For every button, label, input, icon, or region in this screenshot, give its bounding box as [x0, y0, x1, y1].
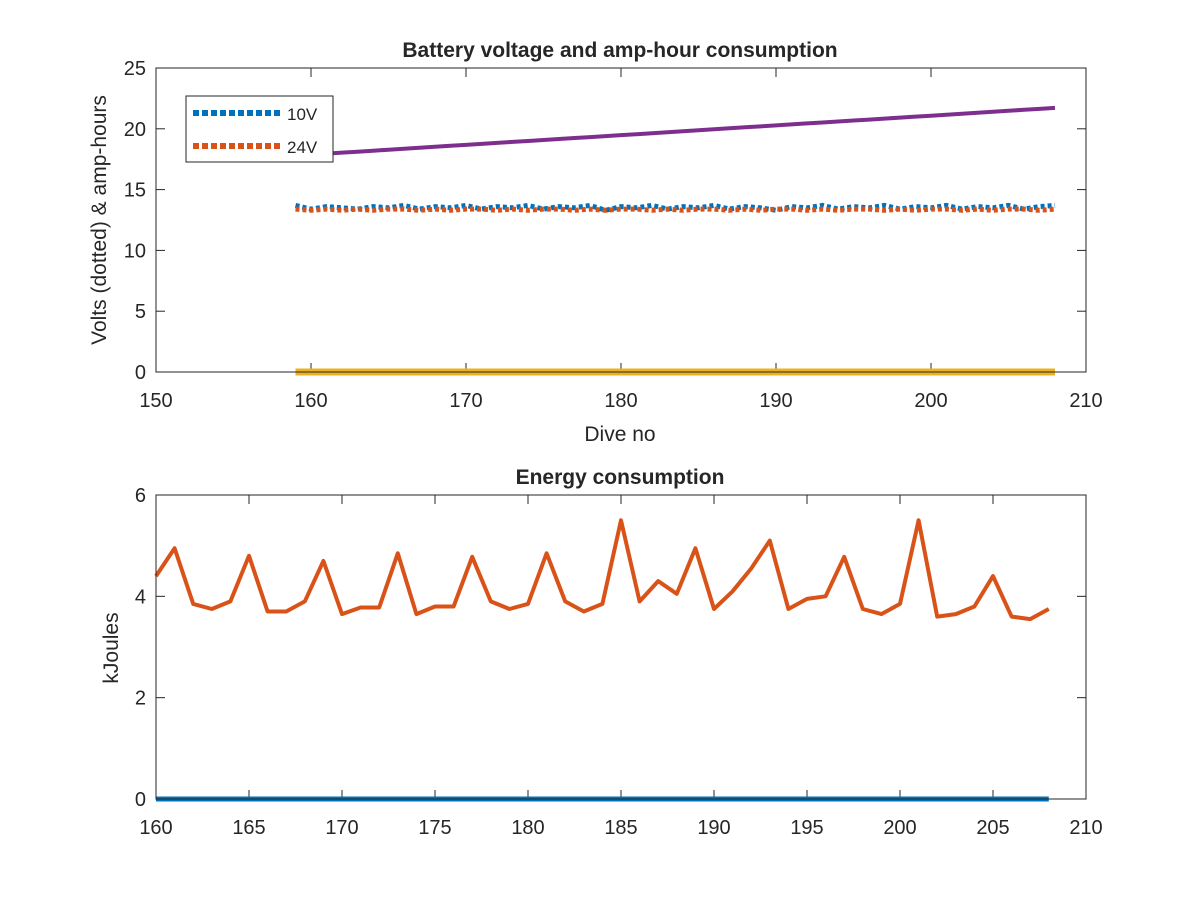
voltage-axis-ticks: 150 160 170 180 190 200 210 0 5 10 15 20 25 [124, 58, 1103, 412]
energy-x-tick-label: 180 [511, 817, 544, 839]
voltage-x-tick-label: 210 [1069, 390, 1102, 412]
energy-subplot: Energy consumption kJoules 160 165 170 175 1… [100, 466, 1103, 839]
energy-x-tick-label: 175 [418, 817, 451, 839]
voltage-x-tick-label: 160 [294, 390, 327, 412]
energy-x-tick-label: 190 [697, 817, 730, 839]
voltage-series-line-2 [295, 206, 1056, 213]
legend-label-10v: 10V [287, 105, 318, 124]
energy-y-tick-label: 0 [135, 789, 146, 811]
voltage-chart-title: Battery voltage and amp-hour consumption [402, 39, 837, 62]
energy-y-tick-label: 6 [135, 485, 146, 507]
voltage-y-tick-label: 0 [135, 362, 146, 384]
energy-x-tick-label: 210 [1069, 817, 1102, 839]
energy-axes-box [155, 494, 1087, 800]
voltage-y-tick-label: 5 [135, 301, 146, 323]
energy-series-lines [154, 518, 1050, 802]
voltage-y-tick-label: 15 [124, 180, 146, 202]
voltage-y-tick-label: 20 [124, 119, 146, 141]
voltage-series-lines [294, 105, 1056, 376]
energy-series-line-1 [154, 518, 1050, 622]
energy-axis-ticks: 160 165 170 175 180 185 190 195 200 205 210 0 2 4 6 [135, 485, 1103, 839]
energy-y-axis-label: kJoules [100, 612, 123, 683]
legend-label-24v: 24V [287, 138, 318, 157]
voltage-x-tick-label: 180 [604, 390, 637, 412]
energy-x-tick-label: 160 [139, 817, 172, 839]
voltage-y-tick-label: 10 [124, 240, 146, 262]
energy-x-tick-label: 185 [604, 817, 637, 839]
energy-y-tick-label: 2 [135, 688, 146, 710]
energy-x-tick-label: 205 [976, 817, 1009, 839]
energy-y-tick-label: 4 [135, 586, 146, 608]
legend-box [185, 95, 334, 163]
voltage-x-tick-label: 170 [449, 390, 482, 412]
voltage-series-line-3 [295, 105, 1056, 158]
energy-x-tick-label: 200 [883, 817, 916, 839]
voltage-x-tick-label: 150 [139, 390, 172, 412]
voltage-x-tick-label: 190 [759, 390, 792, 412]
voltage-x-axis-label: Dive no [584, 423, 655, 446]
voltage-axes-box [155, 67, 1087, 373]
voltage-y-axis-label: Volts (dotted) & amp-hours [88, 95, 111, 345]
energy-x-tick-label: 195 [790, 817, 823, 839]
voltage-y-tick-label: 25 [124, 58, 146, 80]
voltage-subplot: Battery voltage and amp-hour consumption… [88, 39, 1103, 446]
energy-chart-title: Energy consumption [516, 466, 725, 489]
voltage-x-tick-label: 200 [914, 390, 947, 412]
voltage-legend: 10V 24V [185, 95, 334, 163]
energy-x-tick-label: 170 [325, 817, 358, 839]
energy-x-tick-label: 165 [232, 817, 265, 839]
